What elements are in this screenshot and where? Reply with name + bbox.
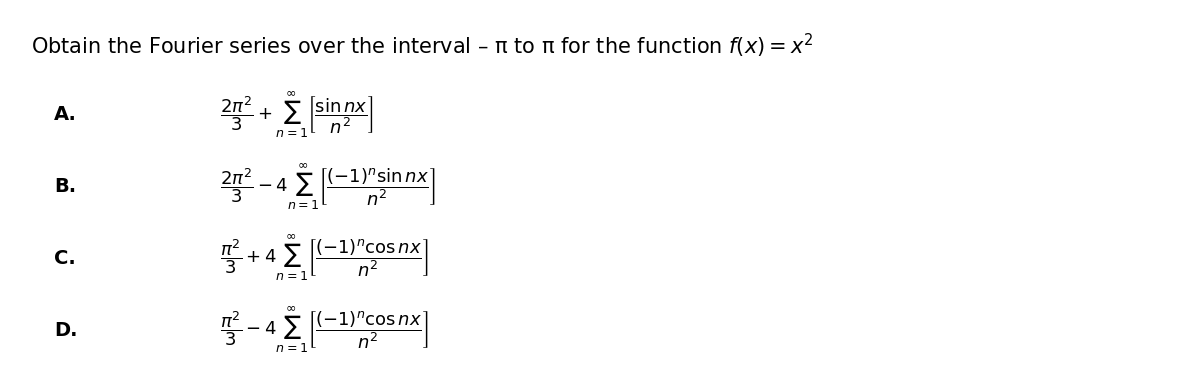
Text: $\dfrac{2\pi^2}{3} - 4\sum_{n=1}^{\infty}\left[\dfrac{(-1)^n \sin nx}{n^2}\right: $\dfrac{2\pi^2}{3} - 4\sum_{n=1}^{\infty… <box>221 162 436 211</box>
Text: C.: C. <box>54 249 76 268</box>
Text: $\dfrac{\pi^2}{3} + 4\sum_{n=1}^{\infty}\left[\dfrac{(-1)^n \cos nx}{n^2}\right]: $\dfrac{\pi^2}{3} + 4\sum_{n=1}^{\infty}… <box>221 233 428 283</box>
Text: D.: D. <box>54 321 78 340</box>
Text: $\dfrac{\pi^2}{3} - 4\sum_{n=1}^{\infty}\left[\dfrac{(-1)^n \cos nx}{n^2}\right]: $\dfrac{\pi^2}{3} - 4\sum_{n=1}^{\infty}… <box>221 305 428 355</box>
Text: B.: B. <box>54 177 77 196</box>
Text: Obtain the Fourier series over the interval – π to π for the function $f(x) = x^: Obtain the Fourier series over the inter… <box>31 32 814 60</box>
Text: A.: A. <box>54 105 77 124</box>
Text: $\dfrac{2\pi^2}{3} + \sum_{n=1}^{\infty}\left[\dfrac{\sin nx}{n^2}\right]$: $\dfrac{2\pi^2}{3} + \sum_{n=1}^{\infty}… <box>221 90 374 140</box>
